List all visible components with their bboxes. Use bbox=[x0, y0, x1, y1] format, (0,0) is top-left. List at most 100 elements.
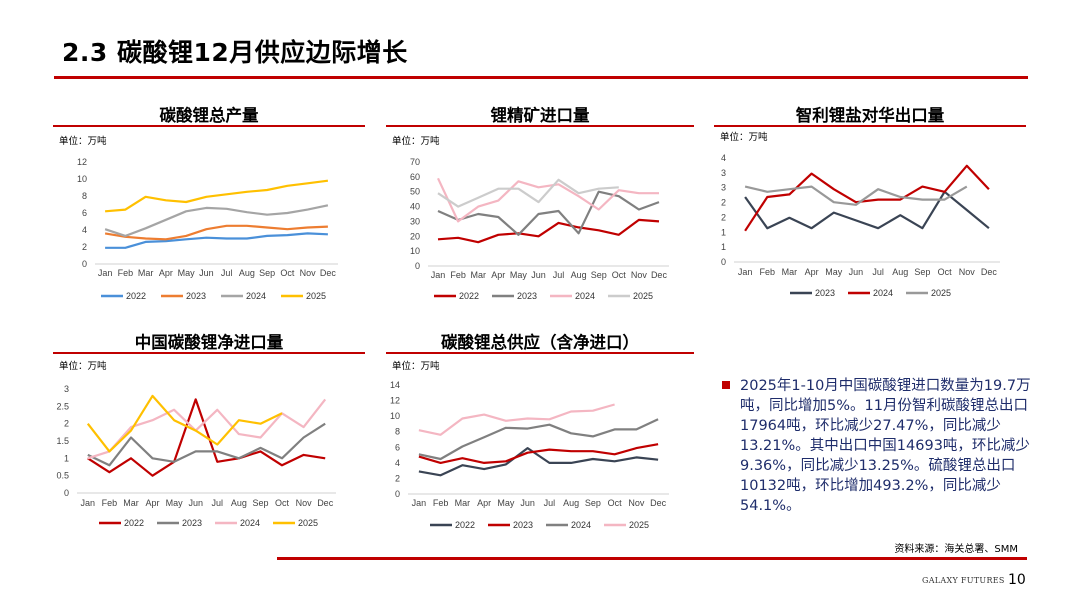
y-tick-label: 12 bbox=[390, 396, 400, 406]
chart-title: 碳酸锂总供应（含净进口） bbox=[441, 333, 639, 352]
x-tick-label: Apr bbox=[477, 498, 491, 508]
x-tick-label: Sep bbox=[252, 498, 268, 508]
x-tick-label: Jul bbox=[221, 268, 233, 278]
chart-svg: 单位：万吨 0 1 1 2 2 3 3 4 Jan Feb Mar Apr May Jun Jul Aug Sep… bbox=[720, 131, 1000, 298]
series-line-2024 bbox=[87, 398, 327, 460]
x-tick-label: Oct bbox=[608, 498, 623, 508]
y-tick-label: 4 bbox=[721, 153, 726, 163]
series-line-2025 bbox=[418, 403, 615, 436]
chart-panel-spodumene-imports: 锂精矿进口量 单位：万吨 0 10 20 30 40 50 60 70 Jan Feb Mar Apr M… bbox=[386, 100, 694, 310]
footer-divider bbox=[277, 557, 1027, 560]
x-tick-label: Jan bbox=[431, 270, 446, 280]
legend-label: 2025 bbox=[629, 520, 649, 530]
x-tick-label: Apr bbox=[805, 267, 819, 277]
x-tick-label: Apr bbox=[159, 268, 173, 278]
x-tick-label: Jun bbox=[188, 498, 203, 508]
x-tick-label: May bbox=[178, 268, 196, 278]
x-tick-label: Nov bbox=[959, 267, 976, 277]
y-tick-label: 0 bbox=[415, 261, 420, 271]
series-line-2023 bbox=[744, 190, 990, 230]
x-tick-label: Oct bbox=[275, 498, 290, 508]
legend-label: 2025 bbox=[306, 291, 326, 301]
series-line-2024 bbox=[104, 204, 329, 237]
chart-panel-chile-exports: 智利锂盐对华出口量 单位：万吨 0 1 1 2 2 3 3 4 Jan Feb Mar Apr May Ju… bbox=[714, 100, 1026, 310]
x-tick-label: Aug bbox=[563, 498, 579, 508]
x-tick-label: Dec bbox=[981, 267, 998, 277]
x-tick-label: Dec bbox=[650, 498, 667, 508]
y-tick-label: 6 bbox=[82, 208, 87, 218]
y-tick-label: 2 bbox=[82, 242, 87, 252]
unit-label: 单位：万吨 bbox=[59, 360, 107, 372]
y-tick-label: 3 bbox=[64, 384, 69, 394]
y-tick-label: 70 bbox=[410, 157, 420, 167]
chart-panel-net-imports: 中国碳酸锂净进口量 单位：万吨 0 0.5 1 1.5 2 2.5 3 Jan Feb Mar Apr… bbox=[53, 327, 365, 539]
series-line-2024 bbox=[437, 177, 659, 223]
data-source: 资料来源：海关总署、SMM bbox=[894, 544, 1018, 555]
x-tick-label: May bbox=[497, 498, 515, 508]
legend-label: 2024 bbox=[571, 520, 591, 530]
x-tick-label: Nov bbox=[300, 268, 317, 278]
x-tick-label: Aug bbox=[892, 267, 908, 277]
y-tick-label: 0 bbox=[395, 489, 400, 499]
title-divider bbox=[54, 76, 1028, 79]
y-tick-label: 0 bbox=[82, 259, 87, 269]
series-line-2022 bbox=[105, 232, 328, 249]
x-tick-label: Nov bbox=[628, 498, 645, 508]
series-line-2022 bbox=[87, 398, 326, 477]
x-tick-label: Sep bbox=[585, 498, 601, 508]
x-tick-label: Dec bbox=[320, 268, 337, 278]
x-tick-label: Jul bbox=[553, 270, 565, 280]
y-tick-label: 4 bbox=[82, 225, 87, 235]
x-tick-label: Dec bbox=[651, 270, 668, 280]
note-bullet-icon bbox=[722, 381, 730, 389]
page-title: 2.3 碳酸锂12月供应边际增长 bbox=[62, 38, 408, 67]
legend-label: 2023 bbox=[815, 288, 835, 298]
y-tick-label: 20 bbox=[410, 231, 420, 241]
series-line-2023 bbox=[104, 224, 328, 241]
legend-label: 2024 bbox=[575, 291, 595, 301]
footer-brand: GALAXY FUTURES bbox=[922, 576, 1005, 585]
x-tick-label: Jan bbox=[738, 267, 753, 277]
legend-label: 2024 bbox=[240, 518, 260, 528]
x-tick-label: Jul bbox=[212, 498, 224, 508]
y-tick-label: 8 bbox=[395, 427, 400, 437]
series-line-2022 bbox=[418, 447, 659, 477]
x-tick-label: Mar bbox=[782, 267, 798, 277]
legend-label: 2022 bbox=[455, 520, 475, 530]
legend-label: 2022 bbox=[459, 291, 479, 301]
chart-title: 智利锂盐对华出口量 bbox=[795, 106, 945, 125]
y-tick-label: 4 bbox=[395, 458, 400, 468]
y-tick-label: 2 bbox=[721, 212, 726, 222]
y-tick-label: 1.5 bbox=[56, 436, 69, 446]
y-tick-label: 0.5 bbox=[56, 471, 69, 481]
legend-label: 2025 bbox=[298, 518, 318, 528]
x-tick-label: Sep bbox=[259, 268, 275, 278]
unit-label: 单位：万吨 bbox=[392, 135, 440, 147]
x-tick-label: Jun bbox=[531, 270, 546, 280]
x-tick-label: Sep bbox=[591, 270, 607, 280]
series-line-2025 bbox=[105, 179, 329, 213]
unit-label: 单位：万吨 bbox=[392, 360, 440, 372]
x-tick-label: Aug bbox=[571, 270, 587, 280]
unit-label: 单位：万吨 bbox=[720, 131, 768, 143]
series-line-2025 bbox=[437, 178, 619, 208]
x-tick-label: Jun bbox=[520, 498, 535, 508]
y-tick-label: 2.5 bbox=[56, 401, 69, 411]
commentary-text: 2025年1-10月中国碳酸锂进口数量为19.7万吨，同比增加5%。11月份智利… bbox=[740, 378, 1031, 514]
chart-svg: 单位：万吨 0 0.5 1 1.5 2 2.5 3 Jan Feb Mar Apr May Jun Jul A… bbox=[56, 360, 336, 528]
series-line-2024 bbox=[418, 418, 659, 461]
x-tick-label: Mar bbox=[455, 498, 471, 508]
legend-label: 2025 bbox=[931, 288, 951, 298]
x-tick-label: Jul bbox=[872, 267, 884, 277]
x-tick-label: Nov bbox=[296, 498, 313, 508]
legend-label: 2024 bbox=[873, 288, 893, 298]
x-tick-label: Dec bbox=[317, 498, 334, 508]
legend-label: 2023 bbox=[182, 518, 202, 528]
y-tick-label: 1 bbox=[721, 227, 726, 237]
legend-label: 2024 bbox=[246, 291, 266, 301]
y-tick-label: 14 bbox=[390, 380, 400, 390]
y-tick-label: 6 bbox=[395, 442, 400, 452]
x-tick-label: Mar bbox=[470, 270, 486, 280]
x-tick-label: Aug bbox=[231, 498, 247, 508]
legend-label: 2023 bbox=[517, 291, 537, 301]
